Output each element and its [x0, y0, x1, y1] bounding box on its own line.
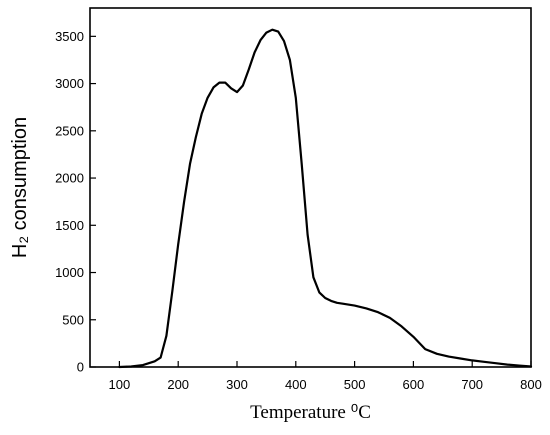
series-line — [118, 28, 533, 369]
y-tick-label: 1000 — [55, 265, 84, 280]
plot-area-frame — [89, 7, 532, 368]
x-axis-ticks: 100 200 300 400 500 600 700 800 — [109, 361, 542, 392]
x-tick-label: 200 — [167, 377, 189, 392]
x-tick-label: 800 — [520, 377, 542, 392]
x-axis-label: Temperature ⁰C — [250, 402, 371, 423]
y-tick-label: 2000 — [55, 171, 84, 186]
x-tick-label: 400 — [285, 377, 307, 392]
y-tick-label: 2500 — [55, 123, 84, 138]
y-axis-ticks: 0 500 1000 1500 2000 2500 3000 3500 — [55, 29, 96, 375]
x-tick-label: 700 — [461, 377, 483, 392]
x-tick-label: 100 — [109, 377, 131, 392]
x-tick-label: 600 — [403, 377, 425, 392]
y-tick-label: 500 — [62, 312, 84, 327]
y-tick-label: 3500 — [55, 29, 84, 44]
y-tick-label: 0 — [77, 360, 84, 375]
y-tick-label: 1500 — [55, 218, 84, 233]
y-axis-label: H₂ consumption — [9, 117, 31, 258]
x-tick-label: 500 — [344, 377, 366, 392]
y-tick-label: 3000 — [55, 76, 84, 91]
x-tick-label: 300 — [226, 377, 248, 392]
